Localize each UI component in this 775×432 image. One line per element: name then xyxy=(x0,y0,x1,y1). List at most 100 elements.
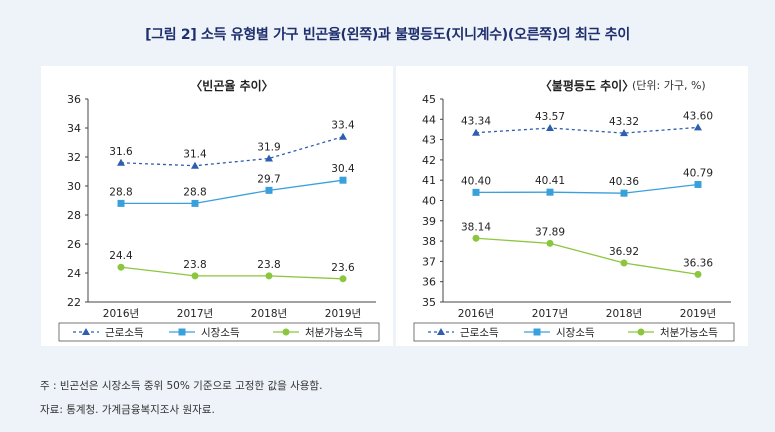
legend-label: 시장소득 xyxy=(201,327,240,339)
data-point xyxy=(472,188,480,196)
data-point xyxy=(546,239,554,247)
y-tick-label: 41 xyxy=(422,174,436,187)
data-label: 40.41 xyxy=(535,175,565,187)
data-label: 40.36 xyxy=(609,176,639,188)
data-point xyxy=(117,199,125,207)
y-tick-label: 38 xyxy=(422,235,436,248)
data-point xyxy=(117,158,125,166)
data-label: 30.4 xyxy=(331,163,355,175)
data-label: 37.89 xyxy=(535,226,565,238)
y-tick-label: 28 xyxy=(67,209,81,222)
y-tick-label: 35 xyxy=(422,296,436,309)
data-label: 28.8 xyxy=(109,186,132,198)
data-label: 24.4 xyxy=(109,250,133,262)
chart-title: 〈빈곤율 추이〉 xyxy=(190,78,273,93)
footnote: 주 : 빈곤선은 시장소득 중위 50% 기준으로 고정한 값을 사용함. xyxy=(40,380,323,392)
y-tick-label: 24 xyxy=(67,267,81,280)
data-point xyxy=(191,161,199,169)
data-label: 40.79 xyxy=(683,167,713,179)
y-tick-label: 43 xyxy=(422,134,436,147)
y-tick-label: 32 xyxy=(67,151,81,164)
inequality-chart: 〈불평등도 추이〉 35 36 37 38 39 40 41 42 43 44 45 2016년 2017… xyxy=(413,78,735,342)
data-point xyxy=(117,263,125,271)
y-tick-label: 44 xyxy=(422,113,436,126)
legend-marker xyxy=(178,328,186,336)
legend-label: 처분가능소득 xyxy=(660,327,718,339)
legend-marker xyxy=(533,328,541,336)
data-point xyxy=(339,275,347,283)
unit-label: (단위: 가구, %) xyxy=(632,79,706,92)
series-line xyxy=(475,183,699,194)
x-tick-label: 2017년 xyxy=(177,308,213,320)
legend-box xyxy=(413,322,735,342)
legend-label: 근로소득 xyxy=(105,327,144,339)
series-0: 31.6 31.4 31.9 33.4 xyxy=(109,120,355,169)
x-tick-label: 2019년 xyxy=(680,308,716,320)
x-tick-label: 2016년 xyxy=(103,308,139,320)
data-label: 36.92 xyxy=(609,246,639,258)
series-1: 28.8 28.8 29.7 30.4 xyxy=(109,163,355,207)
data-label: 43.34 xyxy=(461,116,491,128)
legend: 근로소득 시장소득 처분가능소득 xyxy=(58,322,380,342)
y-tick-label: 22 xyxy=(67,296,81,309)
legend-marker xyxy=(637,328,645,336)
data-point xyxy=(265,272,273,280)
figure-title: [그림 2] 소득 유형별 가구 빈곤율(왼쪽)과 불평등도(지니계수)(오른쪽… xyxy=(145,27,630,43)
series-2: 38.14 37.89 36.92 36.36 xyxy=(461,221,713,278)
data-point xyxy=(191,199,199,207)
data-label: 36.36 xyxy=(683,257,713,269)
data-point xyxy=(694,180,702,188)
data-label: 33.4 xyxy=(331,120,355,132)
inequality-chart-panel: 〈불평등도 추이〉 35 36 37 38 39 40 41 42 43 44 45 2016년 2017… xyxy=(396,66,748,346)
y-tick-label: 45 xyxy=(422,93,436,106)
x-tick-label: 2017년 xyxy=(532,308,568,320)
legend-label: 시장소득 xyxy=(556,327,595,339)
data-label: 31.6 xyxy=(109,146,133,158)
series-line xyxy=(121,179,344,205)
data-label: 23.8 xyxy=(257,259,280,271)
data-point xyxy=(620,129,628,137)
data-point xyxy=(339,132,347,140)
legend-label: 근로소득 xyxy=(460,327,499,339)
legend-marker xyxy=(82,328,90,335)
poverty-rate-chart: 〈빈곤율 추이〉 22 24 26 28 30 32 34 36 2016년 2017년 2018년 2… xyxy=(58,78,380,342)
legend: 근로소득 시장소득 처분가능소득 xyxy=(413,322,735,342)
data-label: 43.32 xyxy=(609,116,639,128)
y-tick-label: 34 xyxy=(67,122,81,135)
y-tick-label: 39 xyxy=(422,215,436,228)
data-point xyxy=(265,154,273,162)
series-line xyxy=(475,126,699,134)
series-1: 40.40 40.41 40.36 40.79 xyxy=(461,167,713,197)
y-tick-label: 37 xyxy=(422,255,436,268)
x-tick-label: 2019년 xyxy=(325,308,361,320)
data-label: 40.40 xyxy=(461,175,491,187)
legend-label: 처분가능소득 xyxy=(305,327,363,339)
data-label: 23.6 xyxy=(331,262,355,274)
data-point xyxy=(265,186,273,194)
data-point xyxy=(191,272,199,280)
data-label: 29.7 xyxy=(257,173,280,185)
x-tick-label: 2018년 xyxy=(251,308,287,320)
legend-box xyxy=(58,322,380,342)
data-label: 43.60 xyxy=(683,110,713,122)
y-tick-label: 26 xyxy=(67,238,81,251)
data-label: 23.8 xyxy=(183,259,206,271)
poverty-rate-chart-panel: 〈빈곤율 추이〉 22 24 26 28 30 32 34 36 2016년 2017년 2018년 2… xyxy=(41,66,393,346)
data-point xyxy=(694,270,702,278)
source-note: 자료: 통계청. 가계금융복지조사 원자료. xyxy=(40,404,215,416)
series-2: 24.4 23.8 23.8 23.6 xyxy=(109,250,355,283)
data-label: 31.9 xyxy=(257,141,280,153)
data-label: 31.4 xyxy=(183,149,207,161)
data-point xyxy=(472,128,480,136)
data-point xyxy=(620,189,628,197)
series-0: 43.34 43.57 43.32 43.60 xyxy=(461,110,713,137)
legend-marker xyxy=(282,328,290,336)
y-tick-label: 36 xyxy=(67,93,81,106)
x-tick-label: 2018년 xyxy=(606,308,642,320)
series-line xyxy=(120,266,344,280)
data-point xyxy=(620,259,628,267)
data-point xyxy=(472,234,480,242)
y-tick-label: 30 xyxy=(67,180,81,193)
data-point xyxy=(546,188,554,196)
data-point xyxy=(694,123,702,131)
